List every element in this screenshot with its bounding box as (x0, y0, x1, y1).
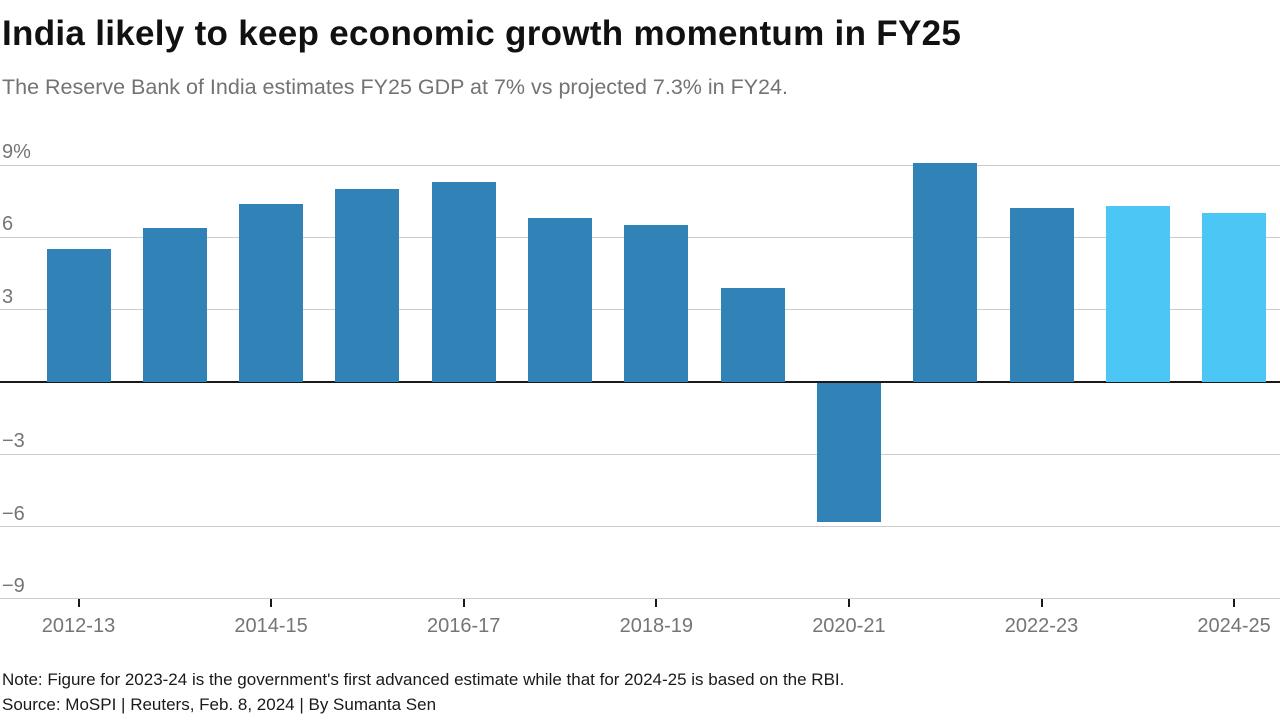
x-tick-mark (77, 598, 80, 607)
gridline--3 (0, 453, 1280, 455)
x-tick-label: 2024-25 (1197, 614, 1271, 637)
y-tick-label: 3 (2, 285, 14, 308)
y-tick-label: 6 (2, 213, 14, 236)
gridline--9 (0, 598, 1280, 600)
bar-2023-24 (1105, 205, 1170, 382)
x-tick-label: 2020-21 (812, 614, 886, 637)
y-tick-label: −6 (2, 502, 25, 525)
chart-subtitle: The Reserve Bank of India estimates FY25… (2, 75, 788, 99)
bar-2015-16 (335, 189, 400, 382)
bar-2013-14 (142, 227, 207, 382)
chart-title: India likely to keep economic growth mom… (2, 14, 962, 53)
x-tick-mark (1233, 598, 1236, 607)
bar-2012-13 (46, 249, 111, 382)
bar-2018-19 (624, 225, 689, 382)
gridline-9 (0, 164, 1280, 166)
gridline--6 (0, 526, 1280, 528)
x-tick-label: 2018-19 (619, 614, 693, 637)
y-tick-label: −3 (2, 430, 25, 453)
bar-2016-17 (431, 181, 496, 382)
bar-2024-25 (1202, 213, 1267, 382)
chart-source: Source: MoSPI | Reuters, Feb. 8, 2024 | … (2, 695, 437, 714)
x-tick-mark (655, 598, 658, 607)
y-tick-label: 9% (2, 141, 31, 163)
bar-2017-18 (528, 218, 592, 382)
bar-2021-22 (913, 162, 978, 382)
x-tick-label: 2012-13 (41, 614, 116, 637)
x-tick-label: 2016-17 (426, 614, 501, 637)
bar-2022-23 (1009, 208, 1074, 382)
x-tick-mark (1040, 598, 1043, 607)
x-tick-label: 2022-23 (1004, 614, 1079, 637)
zero-axis-line (0, 381, 1280, 383)
x-tick-mark (462, 598, 465, 607)
chart-note: Note: Figure for 2023-24 is the governme… (2, 670, 845, 689)
bar-2019-20 (720, 287, 785, 382)
x-tick-mark (847, 598, 850, 607)
y-tick-label: −9 (2, 574, 25, 597)
x-tick-mark (270, 598, 273, 607)
x-tick-label: 2014-15 (234, 614, 308, 637)
bar-2014-15 (239, 203, 304, 382)
bar-2020-21 (816, 383, 881, 522)
